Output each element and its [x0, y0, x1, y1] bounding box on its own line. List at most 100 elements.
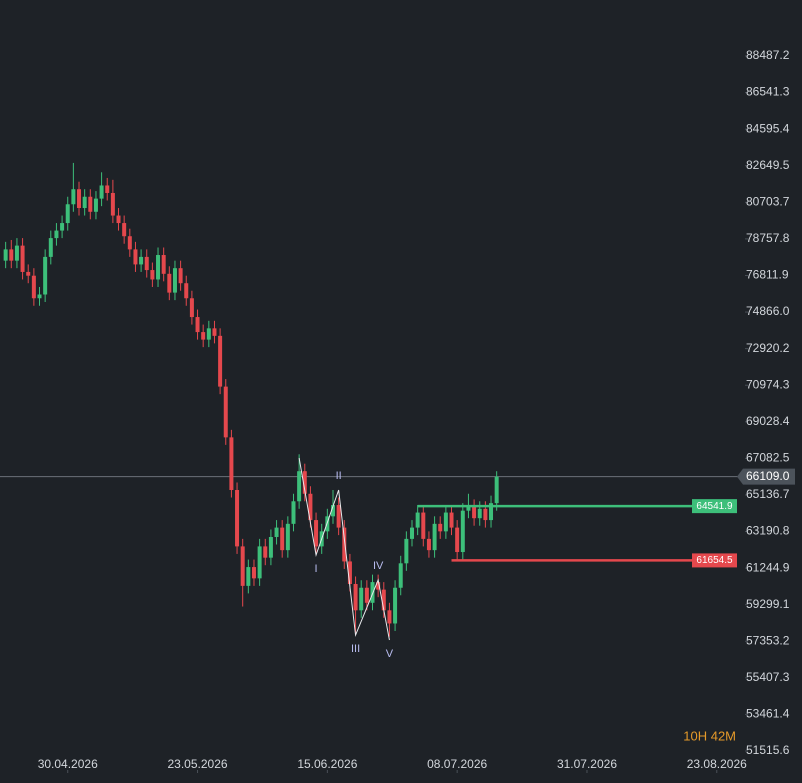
candle-body — [280, 527, 285, 551]
candle-body — [105, 185, 110, 193]
candle-body — [161, 255, 166, 274]
x-tick-label: 15.06.2026 — [297, 757, 357, 771]
candle-body — [77, 189, 82, 209]
candle-body — [172, 268, 177, 293]
candle-body — [393, 587, 398, 624]
x-tick-label: 23.05.2026 — [168, 757, 228, 771]
candle-body — [302, 471, 307, 494]
x-tick-label: 08.07.2026 — [427, 757, 487, 771]
candle-body — [71, 189, 76, 205]
wave-label: IV — [373, 560, 384, 572]
candle-body — [184, 283, 189, 299]
x-tick-label: 31.07.2026 — [557, 757, 617, 771]
candle-body — [212, 328, 217, 336]
candle-body — [235, 489, 240, 547]
y-tick-label: 53461.4 — [746, 707, 790, 721]
candle-body — [353, 583, 358, 611]
candle-body — [370, 582, 375, 603]
candle-body — [93, 198, 98, 212]
current-price-tag — [737, 468, 795, 485]
candle-body — [387, 610, 392, 624]
wave-label: V — [386, 648, 394, 660]
candle-body — [421, 512, 426, 539]
candle-body — [48, 238, 53, 257]
y-tick-label: 67082.5 — [746, 451, 790, 465]
candle-body — [251, 567, 256, 579]
candle-body — [336, 505, 341, 528]
candle-body — [37, 294, 42, 299]
candle-body — [359, 587, 364, 611]
wave-line — [298, 457, 390, 641]
candle-body — [314, 520, 319, 547]
y-tick-label: 84595.4 — [746, 121, 790, 135]
candle-body — [472, 506, 477, 519]
candle-body — [347, 561, 352, 584]
candle-body — [150, 270, 155, 280]
candle-body — [376, 582, 381, 590]
candle-body — [274, 527, 279, 537]
candle-body — [285, 523, 290, 551]
y-tick-label: 70974.3 — [746, 377, 790, 391]
level-label: 61654.5 — [696, 555, 733, 566]
level-label: 64541.9 — [696, 501, 733, 512]
y-tick-label: 57353.2 — [746, 633, 790, 647]
timer: 10H 42M — [683, 728, 736, 743]
candle-body — [156, 255, 161, 280]
candle-body — [3, 249, 8, 261]
candle-body — [398, 563, 403, 588]
candle-body — [432, 523, 437, 551]
level-tag — [692, 553, 737, 568]
candle-body — [14, 245, 19, 261]
candle-body — [308, 493, 313, 521]
candle-body — [415, 512, 420, 528]
candle-body — [20, 245, 25, 272]
candle-body — [483, 508, 488, 521]
candle-body — [189, 298, 194, 318]
candle-body — [364, 587, 369, 603]
y-tick-label: 59299.1 — [746, 597, 790, 611]
candle-body — [26, 271, 31, 276]
x-tick-label: 30.04.2026 — [38, 757, 98, 771]
candle-body — [43, 256, 48, 295]
candle-body — [460, 510, 465, 553]
candle-body — [167, 273, 172, 293]
candle-body — [229, 437, 234, 490]
wave-label: I — [315, 563, 318, 575]
candle-body — [178, 268, 183, 284]
candle-body — [291, 501, 296, 524]
candle-body — [410, 527, 415, 539]
candle-body — [342, 527, 347, 562]
candle-body — [263, 546, 268, 558]
candle-body — [201, 332, 206, 340]
candle-body — [246, 567, 251, 586]
candle-body — [133, 249, 138, 265]
y-tick-label: 69028.4 — [746, 414, 790, 428]
candle-body — [99, 185, 104, 199]
y-tick-label: 82649.5 — [746, 158, 790, 172]
y-tick-label: 86541.3 — [746, 85, 790, 99]
y-tick-label: 72920.2 — [746, 341, 790, 355]
y-tick-label: 61244.9 — [746, 560, 790, 574]
candle-body — [257, 546, 262, 579]
candle-body — [110, 192, 115, 216]
candle-body — [455, 527, 460, 553]
candle-body — [268, 536, 273, 558]
wave-label: II — [336, 470, 342, 482]
candle-body — [144, 256, 149, 271]
candle-body — [297, 471, 302, 502]
wave-label: III — [351, 643, 360, 655]
candle-body — [127, 236, 132, 250]
y-tick-label: 76811.9 — [746, 268, 789, 282]
candle-body — [466, 506, 471, 511]
candle-body — [54, 230, 59, 239]
candle-body — [206, 328, 211, 340]
y-tick-label: 78757.8 — [746, 231, 790, 245]
y-tick-label: 63190.8 — [746, 524, 790, 538]
candle-body — [116, 215, 121, 224]
y-tick-label: 51515.6 — [746, 743, 790, 757]
candle-body — [139, 256, 144, 265]
candle-body — [494, 476, 499, 504]
candle-body — [60, 223, 65, 231]
